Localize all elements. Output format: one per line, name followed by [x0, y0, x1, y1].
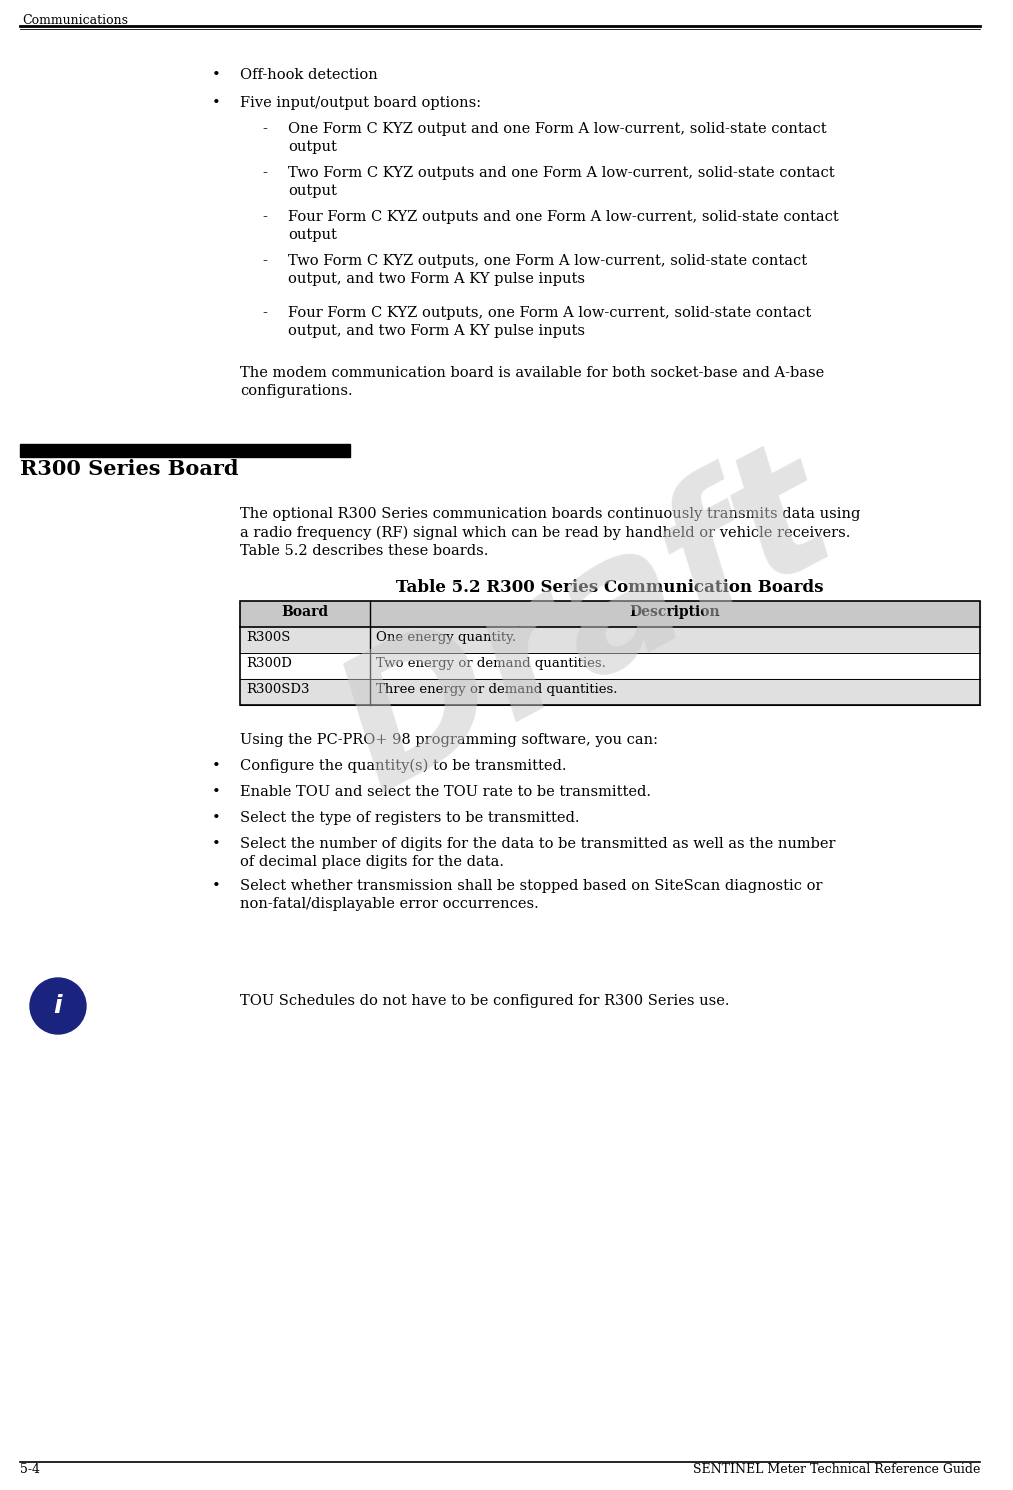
- Text: Communications: Communications: [22, 13, 128, 27]
- Text: Two Form C KYZ outputs, one Form A low-current, solid-state contact
output, and : Two Form C KYZ outputs, one Form A low-c…: [288, 253, 807, 286]
- Text: Configure the quantity(s) to be transmitted.: Configure the quantity(s) to be transmit…: [240, 758, 566, 773]
- Text: The modem communication board is available for both socket-base and A-base
confi: The modem communication board is availab…: [240, 367, 825, 398]
- Text: Enable TOU and select the TOU rate to be transmitted.: Enable TOU and select the TOU rate to be…: [240, 785, 651, 799]
- Text: Off-hook detection: Off-hook detection: [240, 69, 378, 82]
- Text: One Form C KYZ output and one Form A low-current, solid-state contact
output: One Form C KYZ output and one Form A low…: [288, 122, 827, 153]
- Text: •: •: [212, 95, 221, 110]
- Text: -: -: [262, 165, 266, 180]
- Text: 5-4: 5-4: [20, 1463, 40, 1477]
- Text: -: -: [262, 122, 266, 136]
- Text: i: i: [54, 994, 63, 1018]
- Text: •: •: [212, 758, 221, 773]
- Text: Four Form C KYZ outputs and one Form A low-current, solid-state contact
output: Four Form C KYZ outputs and one Form A l…: [288, 210, 839, 243]
- Text: Five input/output board options:: Five input/output board options:: [240, 95, 481, 110]
- Text: R300S: R300S: [246, 630, 291, 644]
- Text: R300 Series Board: R300 Series Board: [20, 459, 238, 478]
- Text: Select whether transmission shall be stopped based on SiteScan diagnostic or
non: Select whether transmission shall be sto…: [240, 879, 823, 912]
- Text: •: •: [212, 879, 221, 893]
- Text: -: -: [262, 305, 266, 320]
- Text: Using the PC-PRO+ 98 programming software, you can:: Using the PC-PRO+ 98 programming softwar…: [240, 733, 658, 746]
- Text: Two Form C KYZ outputs and one Form A low-current, solid-state contact
output: Two Form C KYZ outputs and one Form A lo…: [288, 165, 835, 198]
- Text: •: •: [212, 811, 221, 825]
- Text: Table 5.2 R300 Series Communication Boards: Table 5.2 R300 Series Communication Boar…: [396, 580, 824, 596]
- Text: R300SD3: R300SD3: [246, 682, 310, 696]
- Bar: [240, 679, 980, 705]
- Text: TOU Schedules do not have to be configured for R300 Series use.: TOU Schedules do not have to be configur…: [240, 994, 729, 1009]
- Text: Two energy or demand quantities.: Two energy or demand quantities.: [376, 657, 606, 670]
- Text: Draft: Draft: [314, 425, 861, 827]
- Text: •: •: [212, 785, 221, 799]
- Text: -: -: [262, 210, 266, 224]
- Text: •: •: [212, 837, 221, 851]
- Bar: [240, 600, 980, 627]
- Text: •: •: [212, 69, 221, 82]
- Bar: [240, 653, 980, 679]
- Text: Select the type of registers to be transmitted.: Select the type of registers to be trans…: [240, 811, 579, 825]
- Text: Description: Description: [630, 605, 720, 618]
- Text: SENTINEL Meter Technical Reference Guide: SENTINEL Meter Technical Reference Guide: [693, 1463, 980, 1477]
- Text: Select the number of digits for the data to be transmitted as well as the number: Select the number of digits for the data…: [240, 837, 836, 869]
- Text: The optional R300 Series communication boards continuously transmits data using
: The optional R300 Series communication b…: [240, 507, 860, 557]
- Text: -: -: [262, 253, 266, 268]
- Text: Three energy or demand quantities.: Three energy or demand quantities.: [376, 682, 618, 696]
- Circle shape: [30, 977, 86, 1034]
- Bar: [240, 600, 980, 705]
- Text: Board: Board: [282, 605, 328, 618]
- Text: Four Form C KYZ outputs, one Form A low-current, solid-state contact
output, and: Four Form C KYZ outputs, one Form A low-…: [288, 305, 811, 338]
- Text: One energy quantity.: One energy quantity.: [376, 630, 517, 644]
- Bar: [20, 444, 350, 457]
- Bar: [240, 627, 980, 653]
- Text: R300D: R300D: [246, 657, 292, 670]
